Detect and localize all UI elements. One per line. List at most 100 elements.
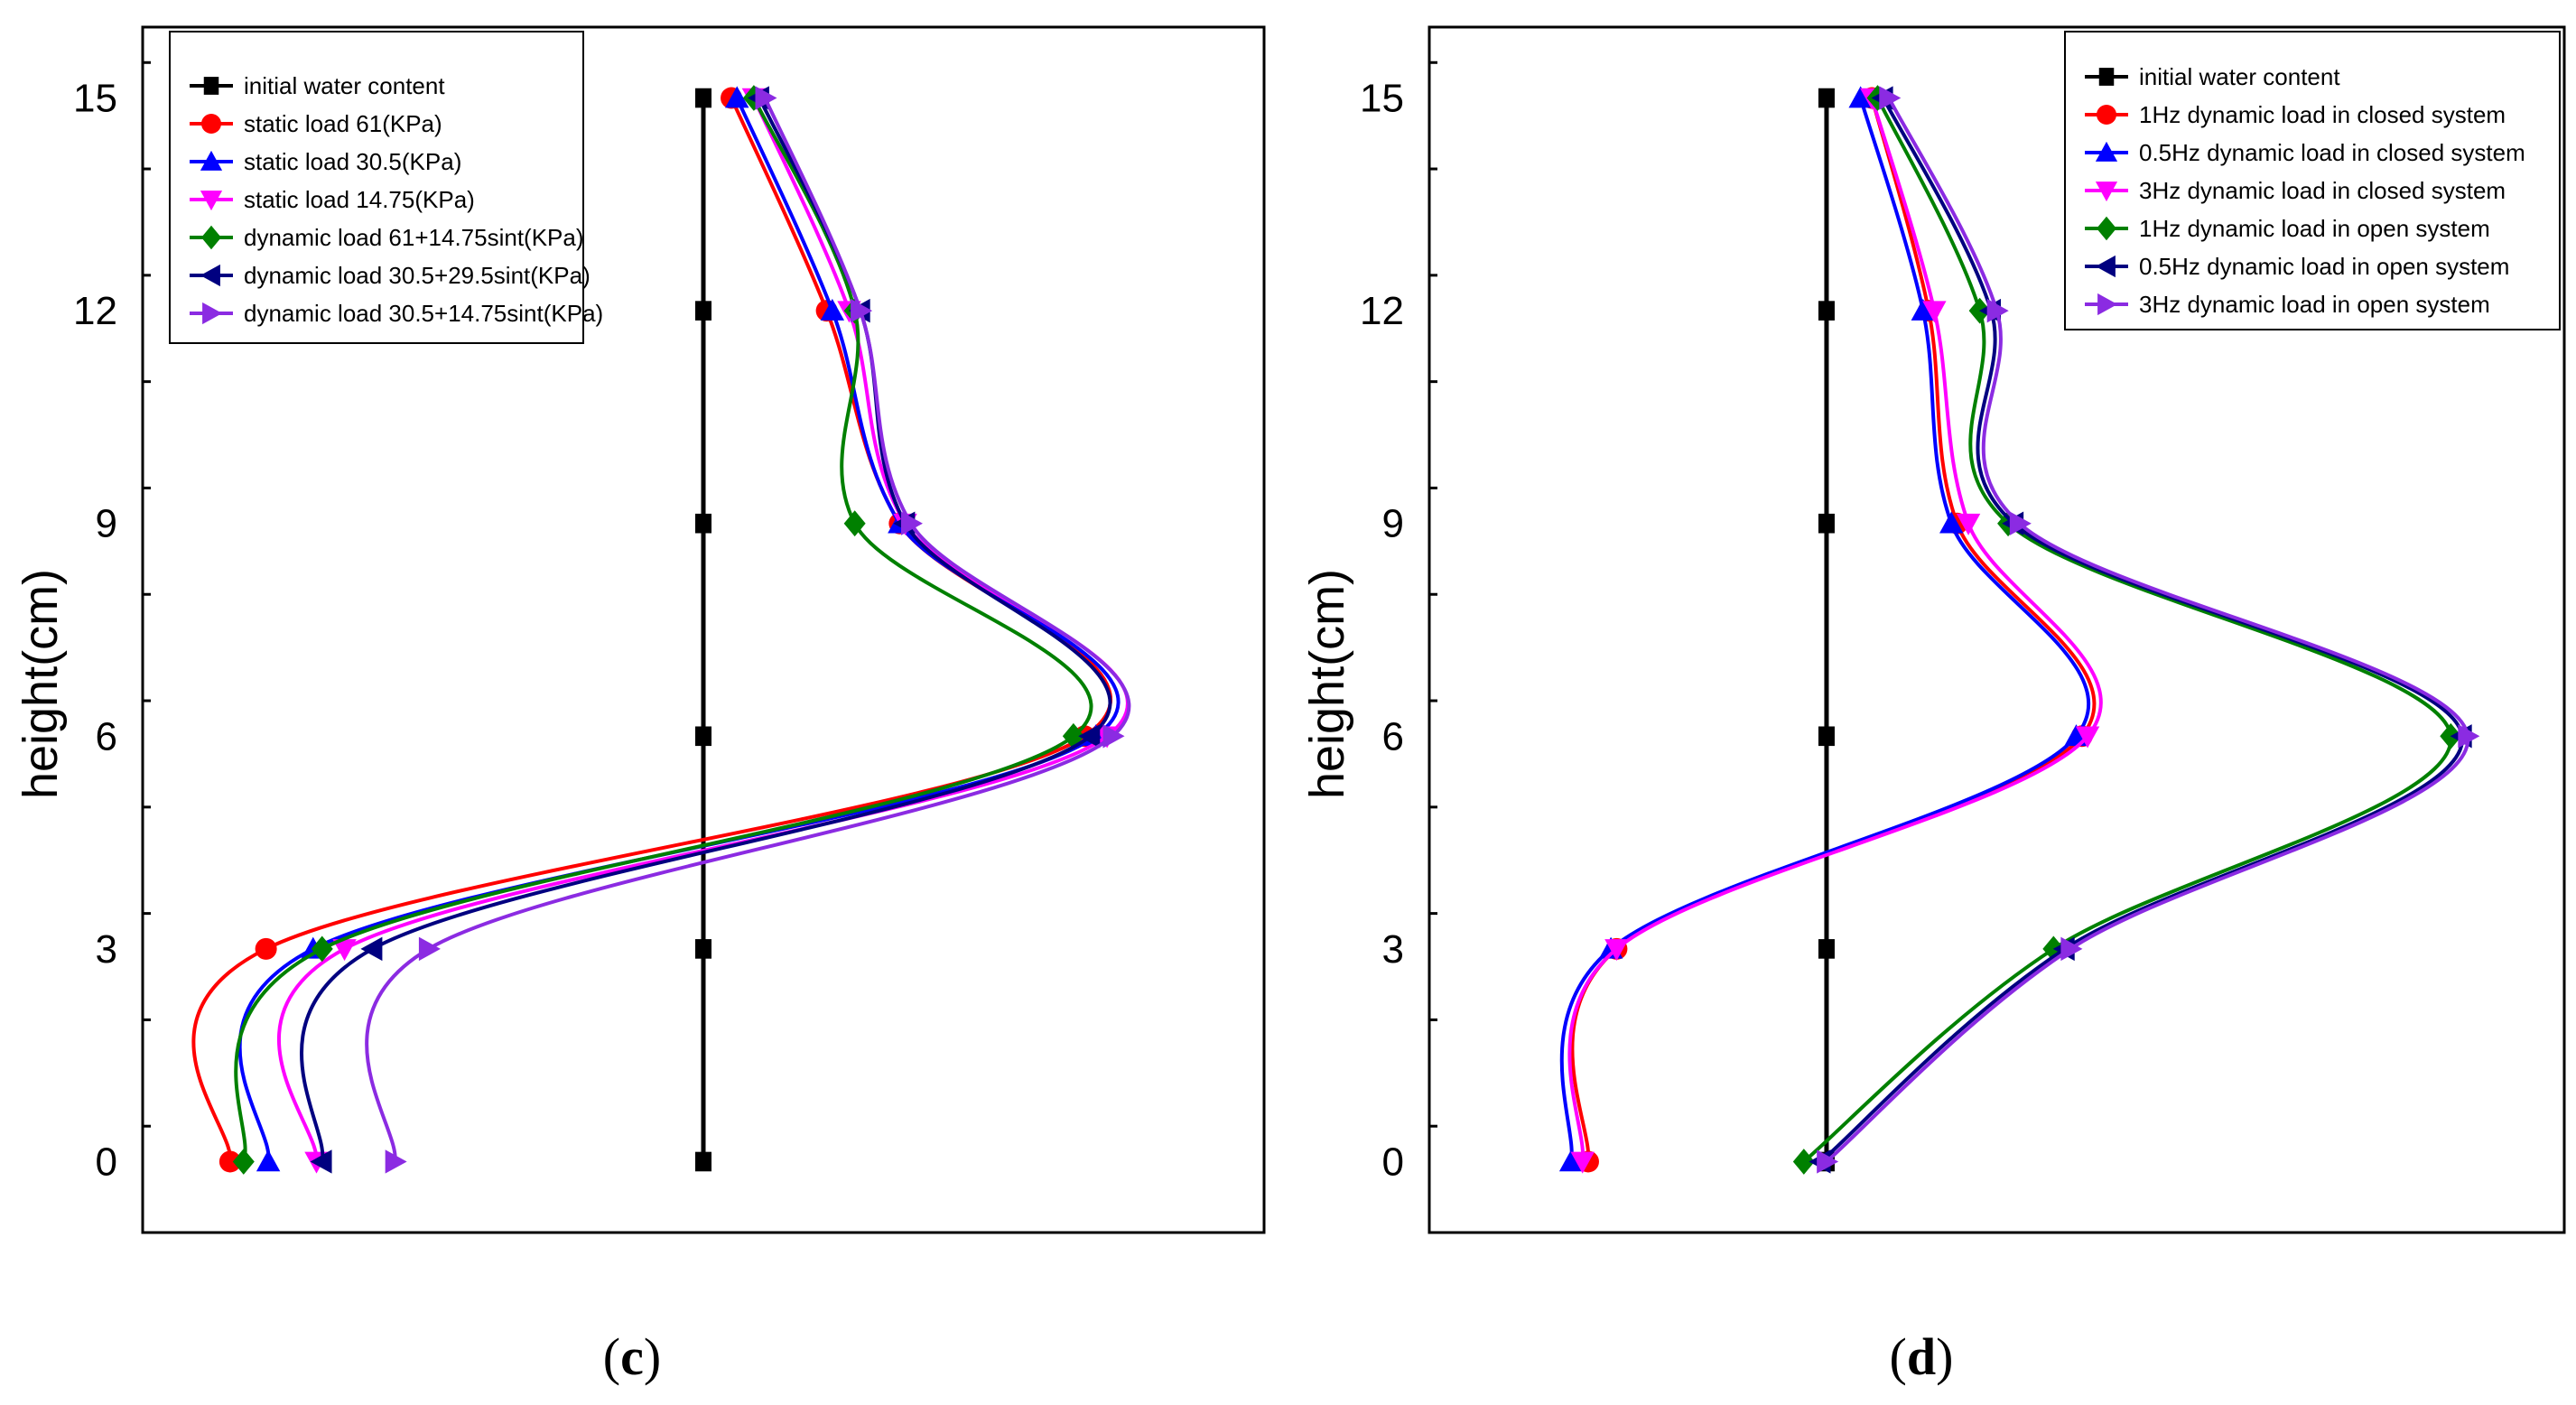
plot-frame xyxy=(1427,25,2566,1234)
y-tick-label: 3 xyxy=(96,927,117,972)
data-point-6-2 xyxy=(1102,724,1125,749)
y-tick-label: 0 xyxy=(1382,1140,1404,1184)
data-point-0-1 xyxy=(695,939,711,959)
plot-frame xyxy=(141,25,1266,1234)
legend-marker xyxy=(2095,255,2116,278)
data-point-0-2 xyxy=(695,726,711,747)
y-tick-label: 12 xyxy=(73,289,117,333)
data-point-2-0 xyxy=(1558,1149,1584,1172)
data-point-3-4 xyxy=(1922,301,1947,323)
legend-entry-label: 0.5Hz dynamic load in open system xyxy=(2139,253,2509,280)
legend-entry-label: initial water content xyxy=(2139,63,2340,90)
data-point-6-0 xyxy=(385,1149,407,1174)
data-point-0-5 xyxy=(1818,88,1835,108)
legend-entry-label: dynamic load 30.5+14.75sint(KPa) xyxy=(244,300,603,327)
panel-label: (d) xyxy=(1890,1327,1954,1386)
data-point-6-1 xyxy=(418,936,441,962)
legend-entry-label: static load 14.75(KPa) xyxy=(244,186,475,213)
data-point-5-2 xyxy=(1078,724,1101,749)
legend-entry-label: 3Hz dynamic load in open system xyxy=(2139,291,2490,318)
y-tick-label: 6 xyxy=(1382,714,1404,758)
series-line-3 xyxy=(1567,97,2103,1162)
y-tick-label: 9 xyxy=(96,502,117,546)
legend-entry-label: dynamic load 30.5+29.5sint(KPa) xyxy=(244,262,591,289)
legend-marker xyxy=(200,150,223,171)
legend-box xyxy=(169,31,584,344)
data-point-6-5 xyxy=(1879,86,1902,110)
y-tick-label: 9 xyxy=(1382,502,1404,546)
data-point-0-2 xyxy=(1818,726,1835,747)
data-point-3-0 xyxy=(1570,1151,1595,1174)
legend-box xyxy=(2064,31,2561,330)
y-tick-label: 15 xyxy=(73,77,117,121)
series-line-1 xyxy=(1570,98,2097,1162)
legend-entry-label: static load 30.5(KPa) xyxy=(244,148,461,175)
legend-marker xyxy=(2098,68,2115,86)
y-tick-label: 3 xyxy=(1382,927,1404,972)
data-point-6-1 xyxy=(2060,936,2083,962)
data-point-6-3 xyxy=(900,511,923,535)
y-axis-title: height(cm) xyxy=(1300,569,1354,799)
legend: initial water content static load 61(KPa)… xyxy=(169,31,603,344)
legend-marker xyxy=(2095,181,2118,202)
data-point-0-3 xyxy=(695,513,711,534)
legend-marker xyxy=(2097,293,2118,316)
legend-marker xyxy=(202,302,223,325)
data-point-4-3 xyxy=(843,510,866,537)
chart-panel-c: 0 3 6 9 12 15 height(cm) initial water content s… xyxy=(14,25,1266,1386)
data-point-2-4 xyxy=(820,298,845,321)
chart-panel-d: 0 3 6 9 12 15 height(cm) initial water content 1… xyxy=(1300,25,2566,1386)
data-point-1-1 xyxy=(255,937,277,960)
data-point-0-3 xyxy=(1818,513,1835,534)
data-point-0-4 xyxy=(695,301,711,321)
data-point-5-1 xyxy=(360,936,383,962)
legend-marker xyxy=(200,264,220,287)
data-point-3-1 xyxy=(332,939,357,962)
y-axis-title: height(cm) xyxy=(14,569,68,799)
legend-marker xyxy=(2097,105,2116,125)
data-point-6-0 xyxy=(1817,1149,1839,1174)
legend-marker xyxy=(201,225,221,250)
data-point-1-0 xyxy=(219,1150,241,1173)
legend-marker xyxy=(2095,141,2118,162)
y-tick-label: 6 xyxy=(96,714,117,758)
data-point-6-4 xyxy=(1986,298,2009,323)
data-point-0-5 xyxy=(695,88,711,108)
data-point-4-0 xyxy=(232,1149,255,1175)
legend-marker xyxy=(200,191,223,211)
y-tick-label: 0 xyxy=(96,1140,117,1184)
legend-entry-label: 3Hz dynamic load in closed system xyxy=(2139,177,2506,204)
data-point-0-1 xyxy=(1818,939,1835,959)
data-point-2-4 xyxy=(1911,298,1935,321)
data-point-4-1 xyxy=(311,935,333,963)
legend-entry-label: initial water content xyxy=(244,72,445,99)
data-point-6-5 xyxy=(755,86,777,110)
legend: initial water content 1Hz dynamic load in… xyxy=(2064,31,2561,330)
legend-entry-label: dynamic load 61+14.75sint(KPa) xyxy=(244,224,584,251)
data-point-0-0 xyxy=(695,1151,711,1172)
panel-label: (c) xyxy=(603,1327,661,1386)
data-point-2-3 xyxy=(1939,511,1964,534)
legend-entry-label: 1Hz dynamic load in open system xyxy=(2139,215,2490,242)
legend-marker xyxy=(2097,216,2116,241)
legend-marker xyxy=(203,77,219,95)
data-point-5-0 xyxy=(310,1149,332,1174)
data-point-3-1 xyxy=(1604,939,1629,962)
legend-marker xyxy=(201,114,221,134)
data-point-2-0 xyxy=(256,1149,281,1172)
data-point-4-0 xyxy=(1792,1149,1815,1175)
data-point-6-4 xyxy=(851,298,873,323)
data-point-3-2 xyxy=(2075,726,2100,749)
data-point-6-3 xyxy=(2009,511,2032,535)
legend-entry-label: 0.5Hz dynamic load in closed system xyxy=(2139,139,2525,166)
data-point-0-4 xyxy=(1818,301,1835,321)
data-point-2-5 xyxy=(725,86,749,108)
data-point-6-2 xyxy=(2458,724,2480,749)
data-point-2-5 xyxy=(1848,86,1873,108)
y-tick-label: 12 xyxy=(1360,289,1404,333)
legend-entry-label: 1Hz dynamic load in closed system xyxy=(2139,101,2506,128)
data-point-3-3 xyxy=(1956,513,1981,535)
y-tick-label: 15 xyxy=(1360,77,1404,121)
legend-entry-label: static load 61(KPa) xyxy=(244,110,442,137)
